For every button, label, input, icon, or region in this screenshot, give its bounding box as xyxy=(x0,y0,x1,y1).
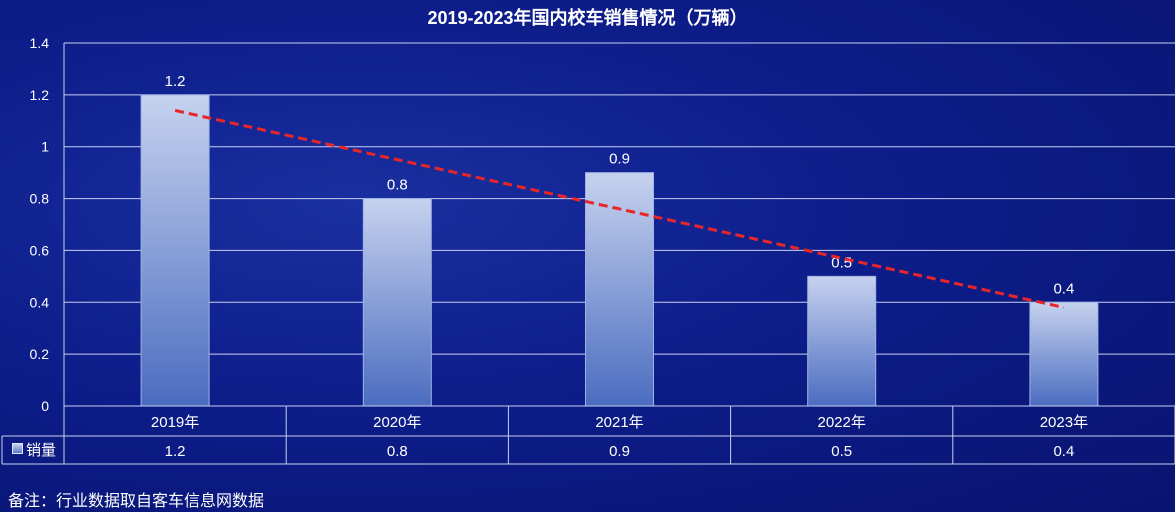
bar xyxy=(140,94,210,407)
legend-label: 销量 xyxy=(26,442,57,459)
y-tick-label: 0 xyxy=(41,398,49,414)
y-tick-label: 1 xyxy=(41,139,49,155)
y-tick-label: 0.4 xyxy=(30,294,50,310)
table-value: 0.9 xyxy=(609,443,630,460)
legend-key xyxy=(12,443,23,454)
chart-title: 2019-2023年国内校车销售情况（万辆） xyxy=(427,8,748,28)
trendline xyxy=(174,108,1065,309)
y-tick-label: 0.2 xyxy=(30,346,50,362)
footnote: 备注：行业数据取自客车信息网数据 xyxy=(8,493,265,510)
x-tick-label: 2021年 xyxy=(595,414,643,431)
table-value: 0.4 xyxy=(1053,443,1074,460)
data-label: 1.2 xyxy=(165,73,186,90)
x-tick-label: 2019年 xyxy=(151,414,199,431)
bar xyxy=(362,198,432,407)
y-tick-label: 1.4 xyxy=(30,35,50,51)
table-value: 0.5 xyxy=(831,443,852,460)
table-value: 1.2 xyxy=(165,443,186,460)
y-tick-label: 0.6 xyxy=(30,242,50,258)
data-label: 0.9 xyxy=(609,151,630,168)
x-tick-label: 2023年 xyxy=(1040,414,1088,431)
bar xyxy=(1029,301,1099,407)
data-label: 0.8 xyxy=(387,177,408,194)
x-tick-label: 2020年 xyxy=(373,414,421,431)
bar xyxy=(807,275,877,407)
y-tick-label: 0.8 xyxy=(30,191,50,207)
table-value: 0.8 xyxy=(387,443,408,460)
y-tick-label: 1.2 xyxy=(30,87,50,103)
x-tick-label: 2022年 xyxy=(818,414,866,431)
data-label: 0.4 xyxy=(1053,280,1074,297)
